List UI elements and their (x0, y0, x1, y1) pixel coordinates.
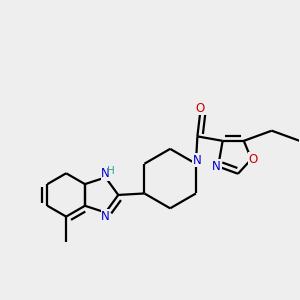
Text: N: N (212, 160, 221, 173)
Text: N: N (193, 154, 202, 167)
Text: O: O (196, 102, 205, 115)
Text: H: H (107, 166, 115, 176)
Text: O: O (248, 153, 258, 166)
Text: N: N (101, 209, 110, 223)
Text: N: N (101, 167, 110, 180)
